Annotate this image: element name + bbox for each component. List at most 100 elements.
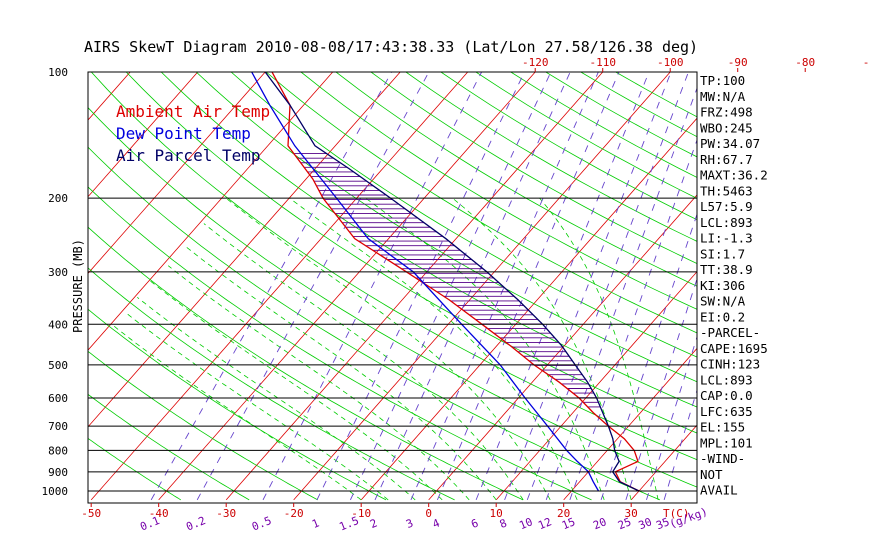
stat-line: NOT [700,467,723,482]
stat-line: -WIND- [700,451,745,466]
mixing-ratio-line [663,388,697,501]
isotherm-line [88,72,131,121]
moist-adiabat [289,197,578,501]
bottom-tick-label: -20 [284,507,304,520]
mixing-ratio-label: 6 [469,516,480,531]
stat-line: CAPE:1695 [700,341,768,356]
stat-line: KI:306 [700,278,745,293]
dry-adiabat [88,107,697,488]
mixing-ratio-label: 20 [591,515,608,532]
background-lines [88,72,870,501]
top-temperature-axis: -120-110-100-90-80-70-60-50-40 [522,56,870,72]
isotherm-line [766,72,870,500]
mixing-ratio-label: 4 [431,516,442,531]
mixing-ratio-label: 25 [616,515,633,532]
moist-adiabat [125,312,389,501]
mixing-ratio-labels: 0.1 0.2 0.5 1 1.5 2 3 4 6 8 10 12 15 20 25 30 35 [138,514,671,533]
dry-adiabat [91,72,697,461]
mixing-ratio-label: 8 [498,516,509,531]
bottom-tick-label: 20 [557,507,570,520]
stat-line: SW:N/A [700,294,746,309]
moist-adiabat [225,197,551,501]
mixing-ratio-label: 3 [404,516,415,531]
mixing-ratio-label: 30 [637,515,654,532]
mixing-ratio-line [410,72,599,501]
stat-line: TP:100 [700,73,745,88]
bottom-tick-label: 30 [625,507,638,520]
pressure-tick-label: 1000 [42,485,69,498]
legend-entry: Dew Point Temp [116,124,251,143]
top-tick-label: -110 [589,56,616,69]
mixing-ratio-line [150,72,393,501]
isotherm-line [563,347,697,501]
dry-adiabat [370,72,697,264]
top-tick-label: -70 [863,56,870,69]
dry-adiabat [230,72,697,358]
isotherm-line [428,194,697,501]
parcel-temp-line [264,72,640,492]
moist-adiabat [452,197,632,501]
stability-indices: TP:100MW:N/AFRZ:498WBO:245PW:34.07RH:67.… [700,73,768,498]
mixing-ratio-line [600,212,697,501]
bottom-tick-label: -50 [81,507,101,520]
mixing-ratio-line [475,72,650,501]
bottom-tick-label: -40 [149,507,169,520]
stat-line: LCL:893 [700,215,753,230]
isotherm-line [158,72,536,501]
mixing-ratio-label: 10 [517,515,534,532]
plot-frame [87,71,698,504]
legend-entry: Air Parcel Temp [116,146,261,165]
stat-line: WBO:245 [700,120,753,135]
mixing-ratio-line [196,72,430,501]
stat-line: RH:67.7 [700,152,753,167]
isotherm-line [630,424,697,501]
stat-line: LCL:893 [700,372,753,387]
dry-adiabat [88,267,455,501]
moist-adiabat [149,280,443,501]
mixing-ratio-line [504,72,672,501]
pressure-tick-label: 900 [48,466,68,479]
stat-line: -PARCEL- [700,325,760,340]
dry-adiabat [88,226,524,501]
mixing-ratio-line [350,72,552,501]
isotherm-line [88,72,401,428]
dry-adiabat [88,393,250,501]
top-tick-label: -100 [657,56,684,69]
mixing-ratio-line [625,277,697,501]
mixing-ratio-line [262,72,483,501]
mixing-ratio-label: 12 [536,515,553,532]
legend-entry: Ambient Air Temp [116,102,270,121]
pressure-tick-label: 100 [48,66,68,79]
stat-line: TH:5463 [700,183,753,198]
pressure-axis-labels: 100 200 300 400 500 600 700 800 900 1000 [42,66,69,498]
mixing-ratio-line [526,72,689,501]
stat-line: FRZ:498 [700,105,753,120]
top-tick-label: -80 [795,56,815,69]
dry-adiabat [88,308,387,501]
ambient-temp-line [271,72,640,492]
legend: Ambient Air Temp Dew Point Temp Air Parcel… [116,102,270,165]
mixing-ratio-label: 35 [654,515,671,532]
dry-adiabat [265,72,697,334]
moist-adiabat [184,245,497,501]
dry-adiabat [195,72,697,383]
stat-line: PW:34.07 [700,136,760,151]
chart-title: AIRS SkewT Diagram 2010-08-08/17:43:38.3… [84,38,698,56]
moist-adiabat [365,197,605,501]
mixing-ratio-label: 15 [560,515,577,532]
pressure-tick-label: 800 [48,444,68,457]
mixing-ratio-label: 2 [368,516,379,531]
dry-adiabat [125,72,697,434]
stat-line: LI:-1.3 [700,231,753,246]
isotherm-line [90,72,469,501]
bottom-tick-label: -30 [216,507,236,520]
stat-line: EI:0.2 [700,309,745,324]
moist-adiabat [203,223,524,501]
pressure-gridlines [88,197,697,492]
temperature-unit-label: T(C) [663,507,690,520]
top-tick-label: -120 [522,56,549,69]
stat-line: MW:N/A [700,89,746,104]
pressure-tick-label: 600 [48,392,68,405]
isotherm-line [88,72,199,198]
top-tick-label: -90 [728,56,748,69]
